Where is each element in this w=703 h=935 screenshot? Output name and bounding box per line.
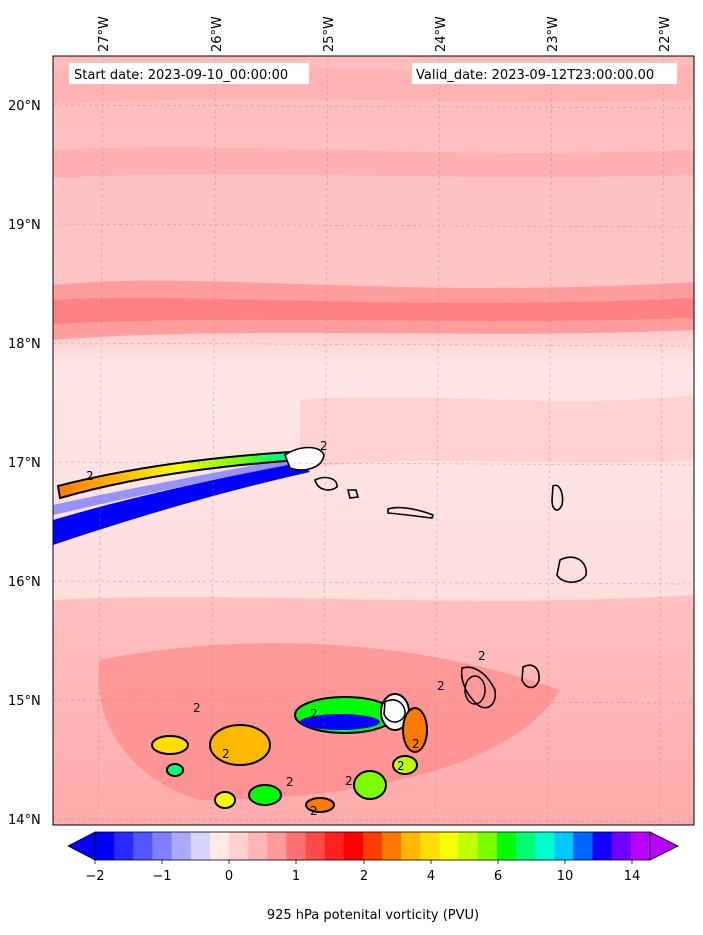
contour-labels: 2 2 2 2 2 2 2 2 2 2 2 2: [86, 439, 486, 818]
lon-tick-label: 27°W: [97, 16, 112, 52]
pv-band-north: [53, 147, 694, 178]
colorbar-segments: [95, 832, 651, 860]
convective-cluster: [151, 675, 486, 813]
start-date-box: [69, 63, 309, 84]
lat-tick-label: 19°N: [8, 218, 41, 233]
colorbar-ticks: [94, 860, 633, 864]
colorbar-segment: [114, 832, 134, 860]
colorbar-segment: [343, 832, 364, 860]
island-santa-luzia: [346, 489, 360, 499]
map-frame: [52, 55, 695, 826]
longitude-ticks: 27°W 26°W 25°W 24°W 23°W 22°W: [97, 16, 673, 52]
island-outlines: [284, 446, 587, 723]
colorbar-segment: [152, 832, 173, 860]
colorbar-segment: [573, 832, 594, 860]
colorbar-tick-label: 2: [360, 869, 368, 884]
lon-tick-label: 23°W: [546, 16, 561, 52]
colorbar-segment: [420, 832, 440, 860]
contour-label: 2: [437, 679, 445, 693]
island-fogo: [383, 699, 406, 723]
contour-label: 2: [286, 775, 294, 789]
colorbar-segment: [630, 832, 651, 860]
colorbar-segment: [171, 832, 192, 860]
colorbar-tick-label: −2: [85, 869, 104, 884]
colorbar-segment: [305, 832, 326, 860]
lat-tick-label: 20°N: [8, 99, 41, 114]
colorbar-segment: [401, 832, 421, 860]
lat-tick-label: 16°N: [8, 575, 41, 590]
start-date-label: Start date: 2023-09-10_00:00:00: [74, 68, 288, 83]
contour-label: 2: [397, 759, 405, 773]
contour-label: 2: [345, 774, 353, 788]
colorbar-tick-label: −1: [152, 869, 171, 884]
colorbar-segment: [209, 832, 230, 860]
contour-label: 2: [222, 747, 230, 761]
lon-tick-label: 22°W: [658, 16, 673, 52]
colorbar-tick-label: 6: [494, 869, 502, 884]
colorbar-segment: [382, 832, 402, 860]
island-sao-vicente: [314, 476, 338, 491]
colorbar-tick-label: 1: [292, 869, 300, 884]
colorbar-segment: [95, 832, 115, 860]
pv-band-mid: [300, 395, 694, 470]
colorbar-tick-labels: −2 −1 0 1 2 4 6 10 14: [85, 869, 640, 884]
map-area: 2 2 2 2 2 2 2 2 2 2 2 2: [53, 56, 694, 825]
contour-label: 2: [320, 439, 328, 453]
colorbar-segment: [439, 832, 460, 860]
island-maio: [521, 664, 540, 689]
contour-label: 2: [310, 804, 318, 818]
colorbar-min-extend: [67, 831, 96, 861]
colorbar-tick-label: 0: [225, 869, 233, 884]
colorbar-segment: [496, 832, 517, 860]
colorbar-segment: [554, 832, 574, 860]
latitude-ticks: 20°N 19°N 18°N 17°N 16°N 15°N 14°N: [8, 99, 41, 828]
lon-tick-label: 25°W: [322, 16, 337, 52]
colorbar-segment: [535, 832, 555, 860]
colorbar-segment: [267, 832, 287, 860]
colorbar-segment: [228, 832, 249, 860]
colorbar-tick-label: 10: [557, 869, 574, 884]
lon-tick-label: 24°W: [434, 16, 449, 52]
colorbar-segment: [458, 832, 479, 860]
valid-date-box: [412, 63, 677, 84]
contour-label: 2: [86, 469, 94, 483]
colorbar-segment: [324, 832, 345, 860]
island-santiago: [460, 666, 497, 709]
lat-tick-label: 17°N: [8, 456, 41, 471]
lat-tick-label: 18°N: [8, 337, 41, 352]
colorbar-tick-label: 4: [427, 869, 435, 884]
colorbar-segment: [133, 832, 153, 860]
island-sao-nicolau: [387, 506, 435, 519]
colorbar: −2 −1 0 1 2 4 6 10 14 925 hPa potenital …: [67, 831, 679, 923]
colorbar-segment: [190, 832, 211, 860]
lon-tick-label: 26°W: [210, 16, 225, 52]
colorbar-tick-label: 14: [624, 869, 641, 884]
negative-pv-streak-halo: [53, 456, 305, 515]
colorbar-segment: [592, 832, 613, 860]
contour-label: 2: [478, 649, 486, 663]
colorbar-frame: [94, 831, 651, 861]
colorbar-segment: [477, 832, 498, 860]
valid-date-label: Valid_date: 2023-09-12T23:00:00.00: [416, 68, 654, 83]
contour-label: 2: [310, 707, 318, 721]
colorbar-max-extend: [649, 831, 679, 861]
island-santo-antao: [284, 446, 325, 471]
colorbar-title: 925 hPa potenital vorticity (PVU): [267, 908, 479, 923]
contour-label: 2: [193, 701, 201, 715]
island-boa-vista: [556, 556, 587, 583]
lat-tick-label: 14°N: [8, 813, 41, 828]
contour-label: 2: [412, 737, 420, 751]
gridlines: [53, 56, 694, 825]
negative-pv-streak: [53, 462, 310, 545]
colorbar-segment: [248, 832, 268, 860]
colorbar-segment: [286, 832, 307, 860]
colorbar-segment: [362, 832, 383, 860]
lat-tick-label: 15°N: [8, 694, 41, 709]
colorbar-segment: [611, 832, 632, 860]
colorbar-segment: [516, 832, 536, 860]
pv-band-18n-core: [53, 298, 694, 324]
island-sal: [551, 484, 564, 511]
